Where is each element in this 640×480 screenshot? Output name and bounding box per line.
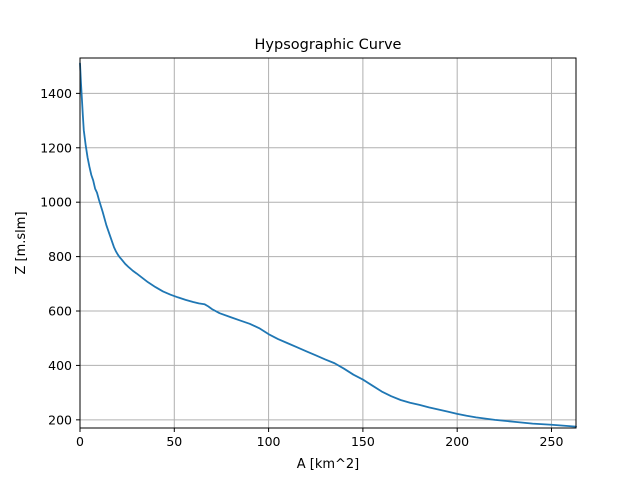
y-tick-label: 1000 — [40, 195, 72, 210]
y-tick-label: 1200 — [40, 140, 72, 155]
grid-lines — [79, 58, 576, 428]
hypsographic-curve-line — [79, 62, 577, 428]
series-group — [79, 62, 577, 428]
y-tick-label: 600 — [48, 304, 72, 319]
x-tick-label: 200 — [445, 434, 469, 449]
x-axis-label: A [km^2] — [297, 457, 360, 472]
tick-labels: 0 50 100 150 200 250 200 400 600 800 1000 1200 1400 — [40, 86, 563, 449]
y-tick-label: 800 — [48, 249, 72, 264]
tick-marks — [76, 92, 552, 432]
x-tick-label: 250 — [540, 434, 564, 449]
x-tick-label: 100 — [257, 434, 281, 449]
x-tick-label: 50 — [166, 434, 182, 449]
chart-title: Hypsographic Curve — [255, 37, 402, 53]
y-axis-label: Z [m.slm] — [14, 211, 29, 274]
y-tick-label: 1400 — [40, 86, 72, 101]
y-tick-label: 200 — [48, 412, 72, 427]
plot-area — [80, 58, 576, 428]
y-tick-label: 400 — [48, 358, 72, 373]
axes-frame — [79, 57, 577, 429]
x-tick-label: 0 — [76, 434, 84, 449]
x-tick-label: 150 — [351, 434, 375, 449]
